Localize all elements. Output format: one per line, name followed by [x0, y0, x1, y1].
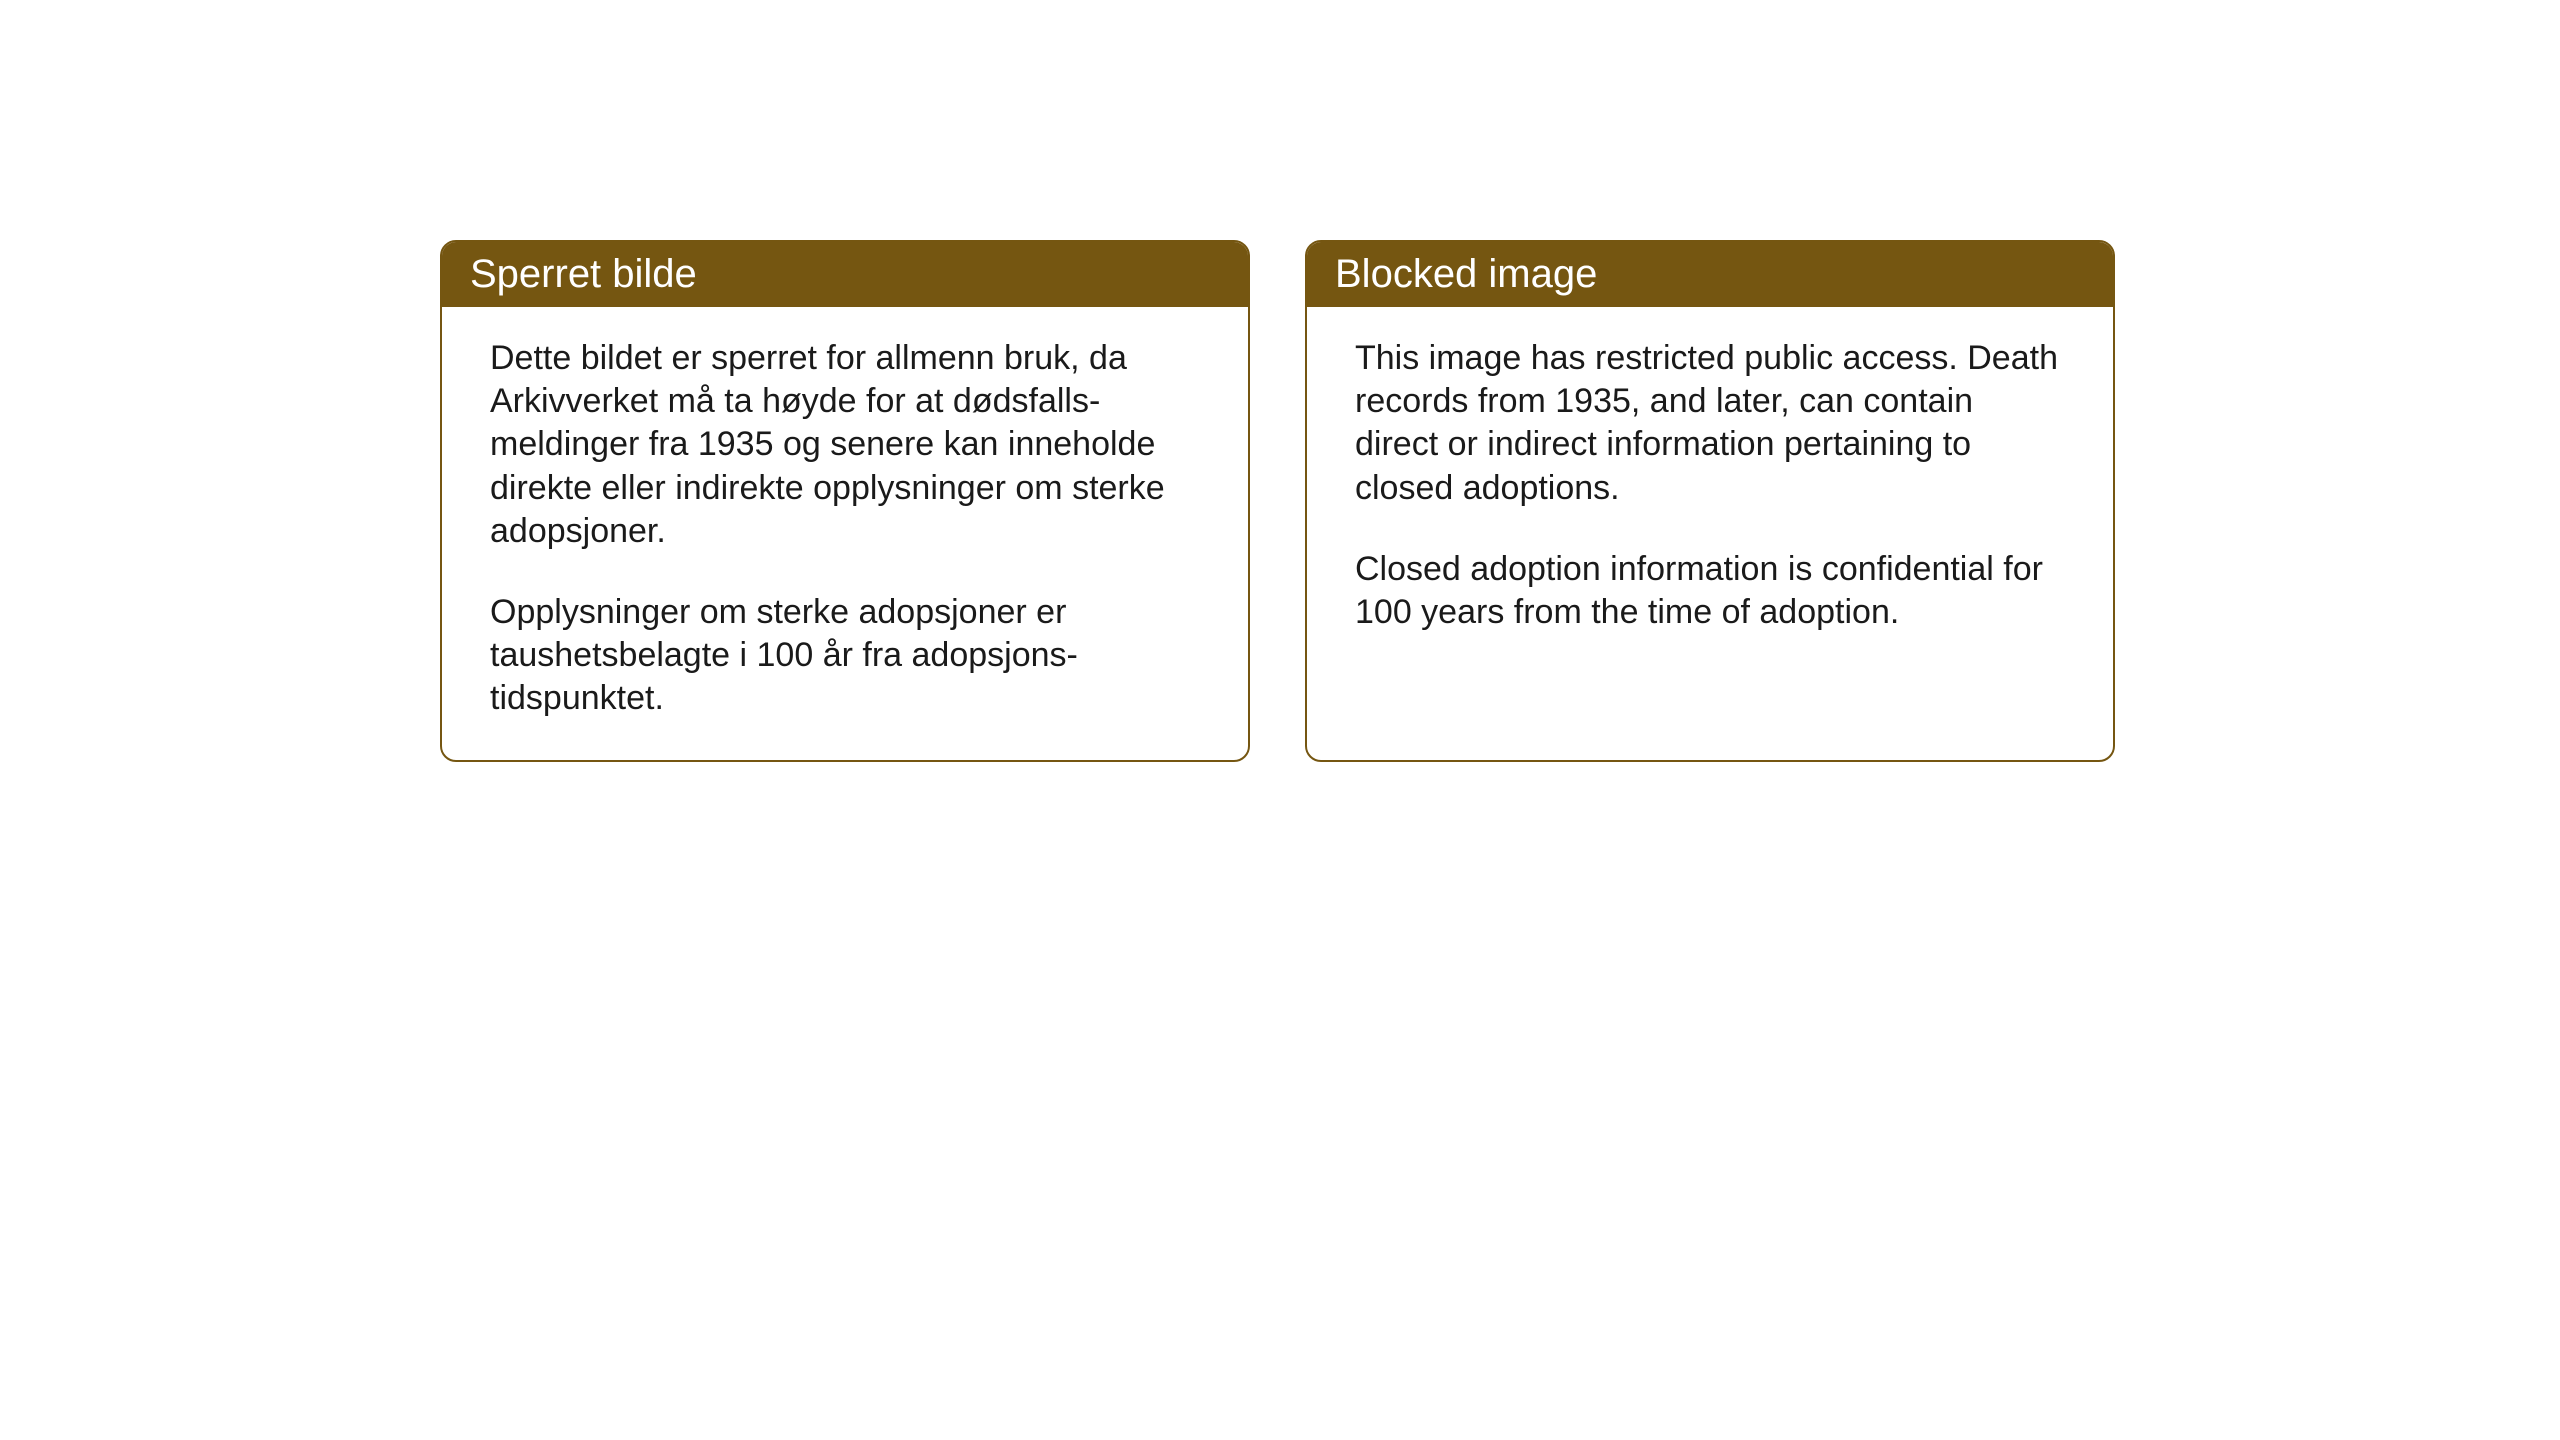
notice-card-norwegian: Sperret bilde Dette bildet er sperret fo… — [440, 240, 1250, 762]
card-body-english: This image has restricted public access.… — [1307, 307, 2113, 674]
notice-card-english: Blocked image This image has restricted … — [1305, 240, 2115, 762]
card-header-english: Blocked image — [1307, 242, 2113, 307]
paragraph-1: Dette bildet er sperret for allmenn bruk… — [490, 337, 1200, 553]
card-body-norwegian: Dette bildet er sperret for allmenn bruk… — [442, 307, 1248, 760]
paragraph-2: Closed adoption information is confident… — [1355, 548, 2065, 634]
card-title: Blocked image — [1335, 252, 1597, 296]
paragraph-1: This image has restricted public access.… — [1355, 337, 2065, 510]
notice-container: Sperret bilde Dette bildet er sperret fo… — [440, 240, 2115, 762]
card-title: Sperret bilde — [470, 252, 697, 296]
paragraph-2: Opplysninger om sterke adopsjoner er tau… — [490, 591, 1200, 721]
card-header-norwegian: Sperret bilde — [442, 242, 1248, 307]
